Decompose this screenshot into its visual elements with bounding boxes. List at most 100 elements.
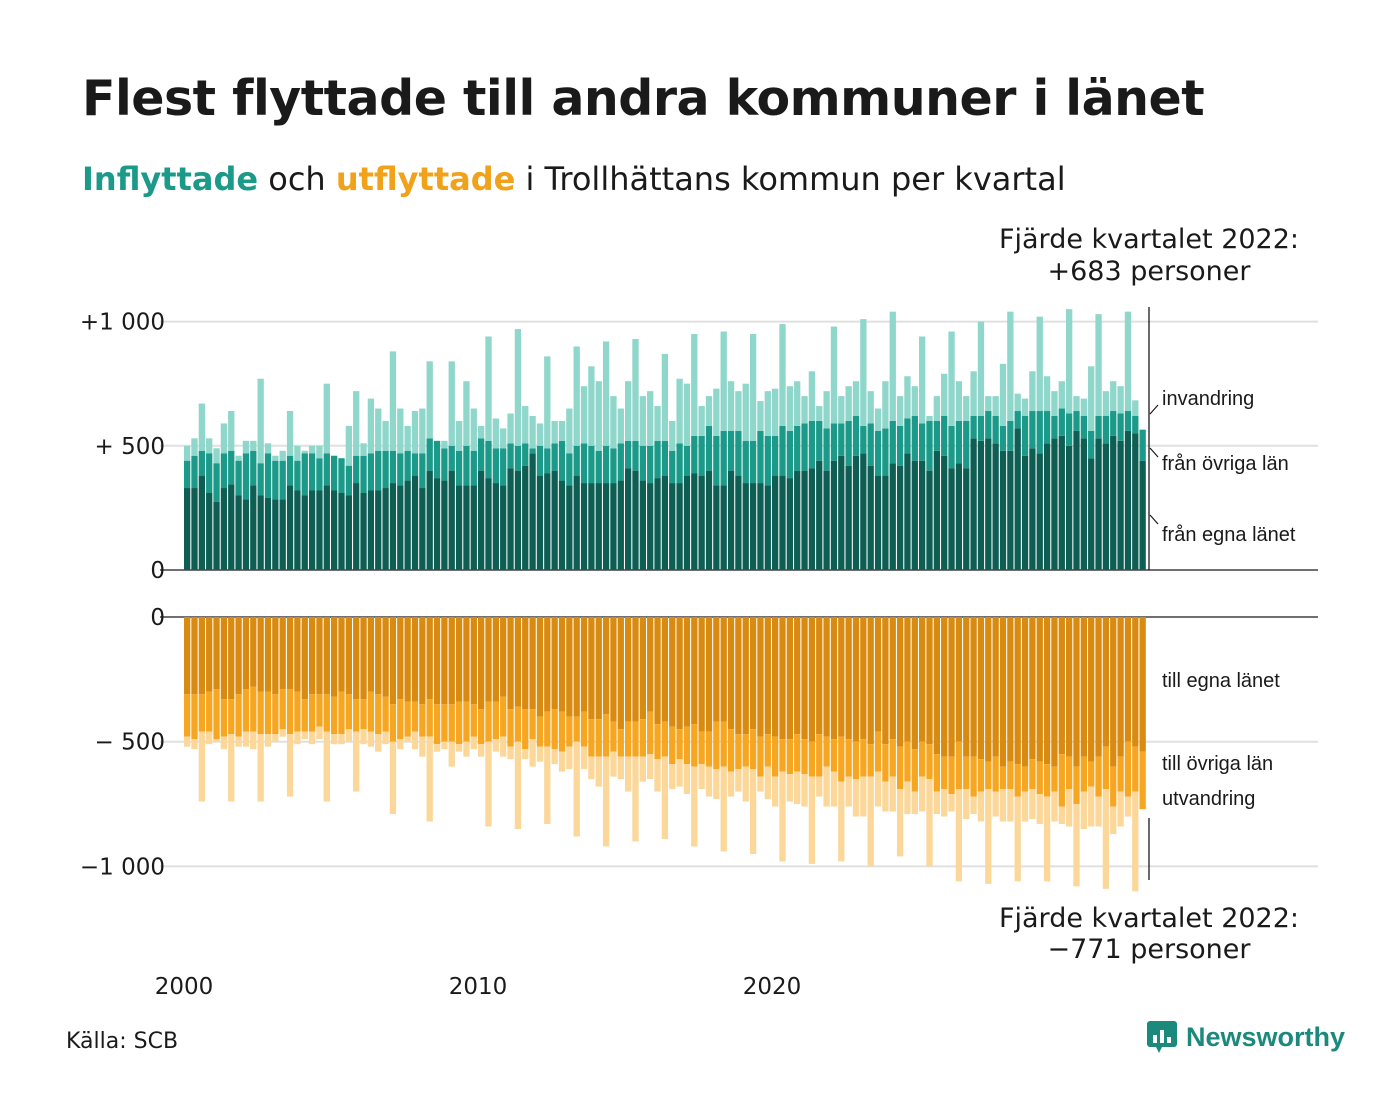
bar-in-own (1080, 438, 1087, 570)
bar-out-emigration (213, 739, 220, 742)
bar-in-own (228, 484, 235, 570)
bar-out-own (794, 617, 801, 735)
bar-out-own (1007, 617, 1014, 762)
bar-out-other (625, 721, 632, 757)
bar-in-immigration (779, 324, 786, 426)
bar-in-other (683, 445, 691, 476)
bar-in-own (551, 470, 558, 570)
label-fran-ovriga-lan: från övriga län (1162, 453, 1289, 475)
bar-out-other (551, 709, 558, 750)
bar-in-other (852, 415, 860, 456)
bar-out-emigration (206, 731, 213, 745)
bar-out-emigration (779, 771, 786, 862)
bar-out-emigration (889, 776, 896, 812)
bar-in-immigration (941, 373, 948, 416)
bar-in-own (860, 453, 867, 570)
bar-in-own (1088, 458, 1095, 570)
bar-in-immigration (830, 326, 838, 424)
bar-out-emigration (654, 759, 661, 792)
bar-in-own (602, 483, 610, 570)
bar-in-other (184, 460, 191, 489)
bar-out-own (580, 617, 588, 712)
bar-in-own (749, 483, 757, 570)
bar-out-own (544, 617, 551, 712)
bar-in-own (1132, 433, 1139, 570)
bar-in-other (816, 420, 823, 461)
bar-out-other (1102, 746, 1110, 790)
bar-in-immigration (382, 420, 389, 451)
bar-out-other (529, 709, 536, 740)
bar-in-immigration (257, 378, 264, 464)
bar-in-other (764, 435, 771, 486)
bar-in-other (1117, 413, 1124, 441)
bar-in-other (294, 460, 301, 491)
bar-in-other (397, 453, 404, 486)
bar-in-immigration (492, 418, 499, 449)
bar-out-emigration (1014, 796, 1021, 882)
bar-out-own (720, 617, 727, 722)
bar-in-other (661, 440, 669, 476)
bar-in-immigration (911, 386, 918, 416)
bar-out-other (500, 696, 507, 737)
bar-out-own (536, 617, 544, 717)
bar-out-own (757, 617, 764, 737)
bar-out-emigration (566, 746, 573, 770)
bar-out-own (184, 617, 191, 695)
bar-in-other (808, 420, 816, 469)
bar-out-other (602, 714, 610, 757)
bar-in-immigration (507, 413, 514, 444)
bar-in-immigration (1102, 391, 1110, 416)
newsworthy-logo-icon (1147, 1021, 1177, 1053)
bar-in-immigration (345, 425, 352, 466)
bar-out-own (338, 617, 345, 692)
bar-in-immigration (1110, 381, 1117, 412)
bar-in-own (191, 488, 198, 570)
bar-out-other (992, 756, 999, 792)
bar-in-other (1066, 413, 1073, 446)
brand-name: Newsworthy (1186, 1021, 1346, 1052)
bar-out-emigration (1110, 806, 1117, 834)
bar-out-other (757, 736, 764, 777)
bar-out-other (713, 721, 720, 770)
bar-out-emigration (735, 769, 742, 792)
bar-in-immigration (617, 408, 624, 444)
bar-out-own (764, 617, 771, 735)
bar-in-immigration (558, 420, 566, 441)
bar-out-other (999, 766, 1007, 790)
bar-in-immigration (647, 391, 654, 446)
bar-in-own (389, 483, 397, 570)
bar-out-other (1007, 761, 1014, 790)
bar-in-own (757, 483, 764, 570)
bar-in-immigration (889, 311, 896, 421)
bar-in-other (323, 453, 330, 486)
bar-out-own (838, 617, 845, 737)
bar-out-other (933, 754, 940, 792)
bar-out-other (514, 706, 522, 742)
bar-out-other (1043, 764, 1051, 797)
bar-out-own (669, 617, 676, 727)
bar-out-other (1058, 754, 1065, 807)
bar-out-own (1058, 617, 1065, 755)
bar-in-immigration (514, 329, 522, 446)
bar-out-other (919, 741, 926, 777)
bar-in-other (345, 465, 352, 496)
bar-in-other (691, 435, 698, 474)
bar-out-other (235, 694, 242, 737)
bar-in-other (1088, 430, 1095, 459)
bar-out-other (470, 704, 477, 737)
bar-in-own (955, 463, 963, 570)
bar-out-other (1088, 761, 1095, 787)
bar-in-immigration (632, 338, 639, 441)
bar-out-own (455, 617, 463, 702)
bar-out-emigration (1007, 789, 1014, 822)
bar-in-other (977, 415, 985, 441)
bar-in-other (500, 448, 507, 486)
bar-out-emigration (617, 756, 624, 780)
bar-in-immigration (1132, 400, 1139, 416)
bar-out-emigration (955, 789, 963, 882)
bar-in-immigration (573, 346, 580, 446)
bar-in-own (786, 478, 793, 570)
bar-out-other (360, 699, 367, 730)
bar-out-other (558, 711, 566, 752)
bar-in-immigration (595, 381, 602, 451)
